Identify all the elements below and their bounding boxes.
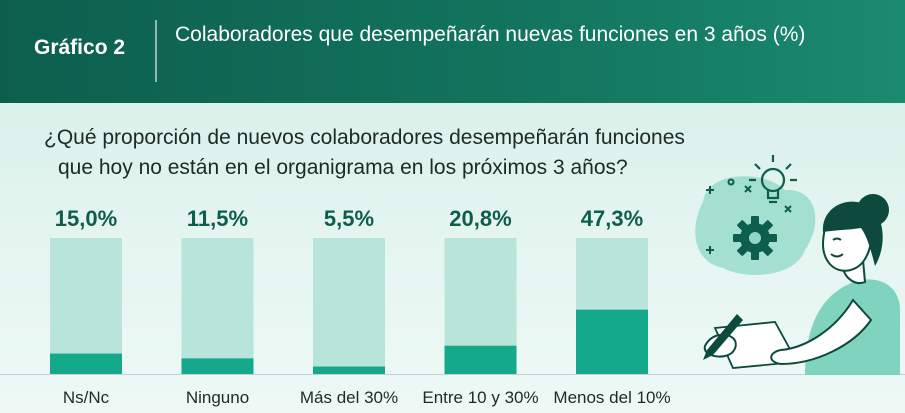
figure-arm: [770, 298, 873, 366]
value-label-ninguno: 11,5%: [187, 206, 248, 231]
bar-track-ninguno: [181, 238, 254, 374]
figure-smile: [830, 253, 844, 258]
value-label-entre-10-y-30: 20,8%: [449, 206, 511, 231]
figure-eye: [832, 237, 842, 241]
sparkle-marks: [706, 178, 792, 254]
survey-question: ¿Qué proporción de nuevos colaboradores …: [44, 123, 744, 183]
bar-track-ns-nc: [50, 238, 122, 374]
category-label-entre-10-y-30: Entre 10 y 30%: [422, 388, 538, 407]
lightbulb-icon: [749, 155, 797, 204]
header-divider: [155, 20, 157, 82]
question-line-1: ¿Qué proporción de nuevos colaboradores …: [44, 126, 685, 149]
category-label-menos-del-10: Menos del 10%: [553, 388, 670, 407]
figure-hair: [822, 201, 883, 266]
pencil-icon: [703, 314, 743, 360]
header-bar: Gráfico 2 Colaboradores que desempeñarán…: [0, 0, 905, 103]
chart-title: Colaboradores que desempeñarán nuevas fu…: [175, 23, 806, 46]
gear-icon: [733, 216, 777, 260]
category-label-ninguno: Ninguno: [186, 388, 249, 407]
bar-track-mas-del-30: [313, 238, 385, 374]
baseline: [0, 374, 905, 375]
bar-entre-10-y-30: [444, 345, 517, 374]
value-label-ns-nc: 15,0%: [55, 206, 117, 231]
bar-ninguno: [181, 358, 254, 374]
value-label-mas-del-30: 5,5%: [324, 206, 374, 231]
bar-mas-del-30: [313, 366, 385, 374]
woman-thinking-illustration: [695, 155, 900, 375]
value-label-menos-del-10: 47,3%: [581, 206, 643, 231]
question-line-2: que hoy no están en el organigrama en lo…: [58, 156, 628, 179]
category-label-ns-nc: Ns/Nc: [63, 388, 110, 407]
bar-ns-nc: [50, 353, 122, 374]
category-label-mas-del-30: Más del 30%: [300, 388, 398, 407]
bar-menos-del-10: [576, 309, 648, 374]
chart-number-label: Gráfico 2: [34, 36, 126, 59]
